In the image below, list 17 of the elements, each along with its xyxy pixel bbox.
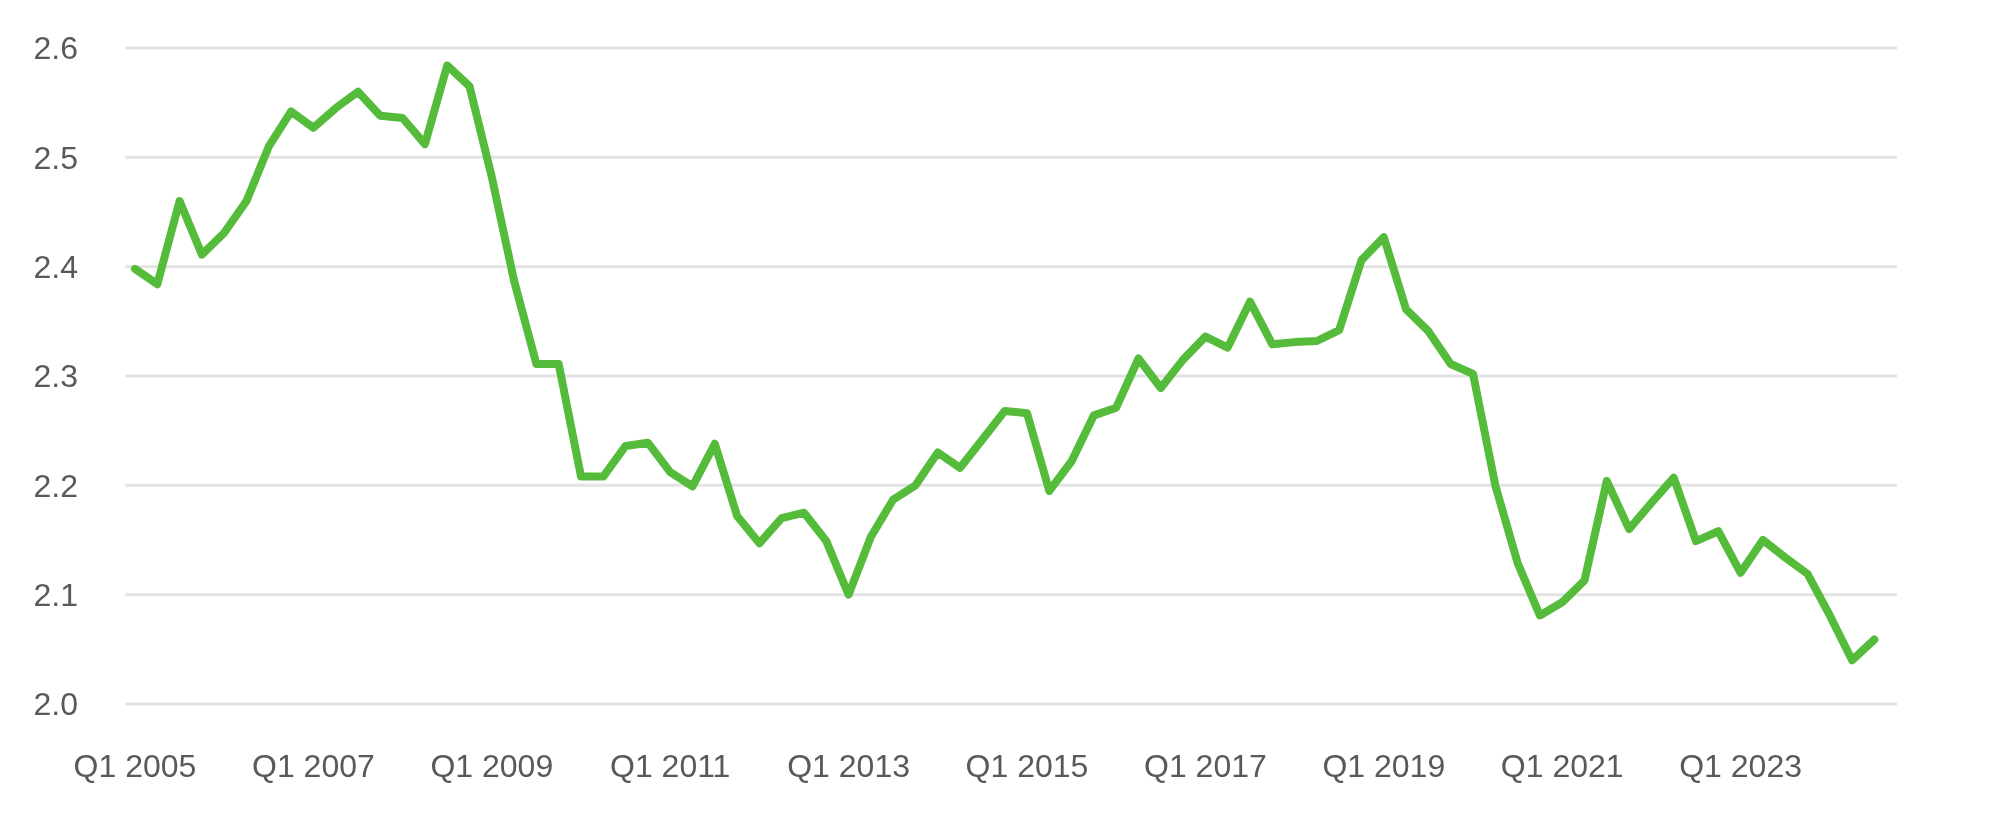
x-tick-label: Q1 2011 [610,748,731,785]
x-tick-label: Q1 2023 [1679,748,1802,785]
x-tick-label: Q1 2021 [1500,748,1624,785]
x-tick-label: Q1 2013 [787,748,910,785]
y-tick-label: 2.1 [33,576,78,613]
x-tick-label: Q1 2009 [430,748,554,785]
x-tick-label: Q1 2007 [252,748,375,785]
x-tick-label: Q1 2017 [1144,748,1267,785]
y-tick-label: 2.3 [33,358,78,395]
y-tick-label: 2.4 [33,248,78,285]
y-tick-label: 2.5 [33,139,78,176]
x-tick-label: Q1 2015 [965,748,1089,785]
y-tick-label: 2.2 [33,467,78,504]
x-tick-label: Q1 2019 [1322,748,1446,785]
y-tick-label: 2.6 [33,30,78,67]
x-tick-label: Q1 2005 [73,748,197,785]
y-tick-label: 2.0 [33,686,78,723]
